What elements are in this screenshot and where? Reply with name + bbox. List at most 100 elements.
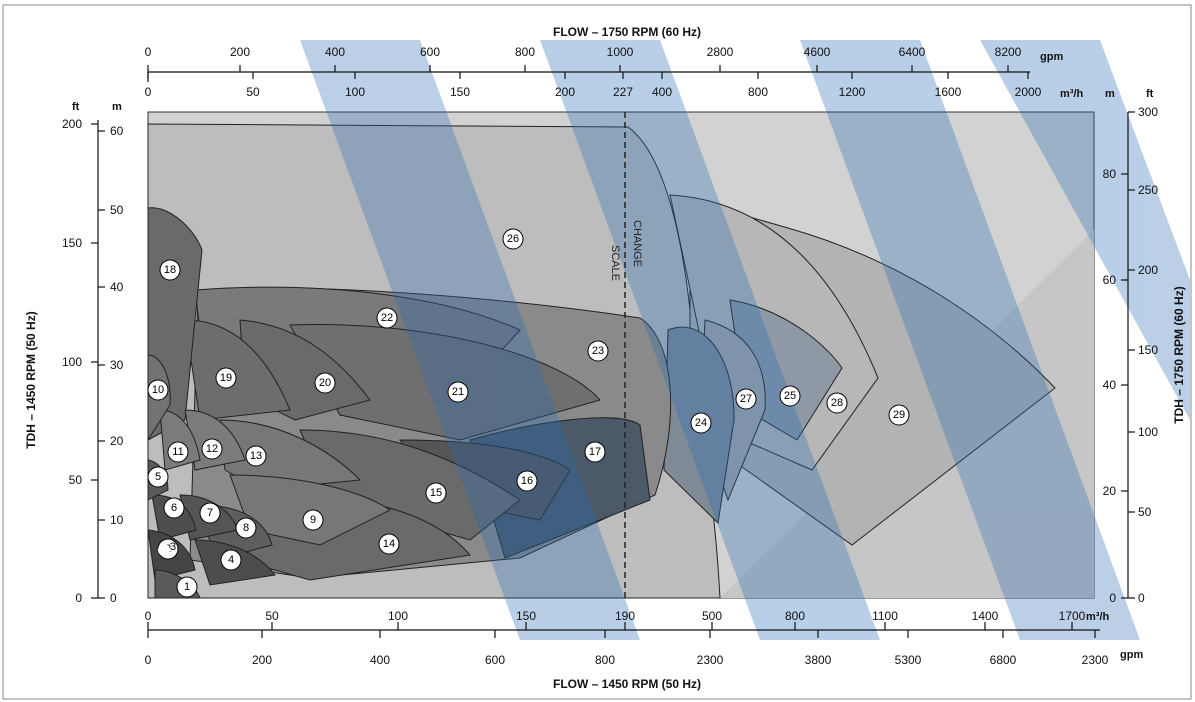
- top-gpm-ticks: 0 200 400 600 800 1000 2800 4600 6400 8200: [145, 45, 1022, 72]
- left-ft-label-1: 50: [69, 473, 83, 487]
- region-label-10: 10: [147, 379, 169, 401]
- watermark-stroke-4: [980, 40, 1190, 420]
- top-gpm-label-2: 400: [325, 45, 345, 59]
- region-label-26: 26: [502, 228, 524, 250]
- region-label-7: 7: [199, 502, 221, 524]
- top-m3h-label-0: 0: [145, 85, 152, 99]
- top-gpm-label-3: 600: [420, 45, 440, 59]
- region-label-9: 9: [302, 509, 324, 531]
- top-gpm-label-8: 6400: [899, 45, 926, 59]
- scale-label: SCALE: [609, 245, 621, 281]
- top-m3h-label-9: 1600: [935, 85, 962, 99]
- top-m3h-label-10: 2000: [1015, 85, 1042, 99]
- svg-text:20: 20: [319, 377, 331, 389]
- region-label-25: 25: [779, 385, 801, 407]
- top-gpm-label-9: 8200: [995, 45, 1022, 59]
- left-m-label-1: 10: [110, 513, 124, 527]
- top-m3h-unit: m³/h: [1060, 88, 1084, 100]
- region-21: [289, 324, 601, 441]
- region-label-17: 17: [584, 441, 606, 463]
- bottom-m3h-label-0: 0: [145, 609, 152, 623]
- svg-text:24: 24: [695, 417, 707, 429]
- svg-text:9: 9: [310, 514, 316, 526]
- right-ft-label-0: 0: [1138, 591, 1145, 605]
- region-label-18: 18: [159, 259, 181, 281]
- top-m3h-label-4: 200: [555, 85, 575, 99]
- region-label-6: 6: [163, 497, 185, 519]
- svg-text:6: 6: [171, 502, 177, 514]
- top-gpm-label-6: 2800: [707, 45, 734, 59]
- top-gpm-unit: gpm: [1040, 51, 1063, 63]
- region-label-3: 3: [158, 541, 176, 556]
- top-gpm-label-0: 0: [145, 45, 152, 59]
- bottom-gpm-label-4: 800: [595, 653, 615, 667]
- svg-text:16: 16: [521, 475, 533, 487]
- region-label-13: 13: [245, 445, 267, 467]
- svg-text:13: 13: [250, 450, 262, 462]
- region-label-5: 5: [147, 466, 169, 488]
- bottom-gpm-label-5: 2300: [697, 653, 724, 667]
- left-m-ticks: 0 10 20 30 40 50 60: [98, 124, 124, 605]
- region-label-20: 20: [314, 372, 336, 394]
- change-label: CHANGE: [631, 220, 643, 267]
- svg-text:14: 14: [383, 538, 395, 550]
- right-m-label-3: 60: [1103, 273, 1117, 287]
- top-m3h-label-3: 150: [450, 85, 470, 99]
- region-label-28: 28: [826, 392, 848, 414]
- region-label-1: 1: [176, 576, 198, 598]
- left-ft-label-0: 0: [75, 591, 82, 605]
- svg-text:17: 17: [589, 446, 601, 458]
- svg-text:26: 26: [507, 233, 519, 245]
- bottom-m3h-ticks: 0 50 100 150 190 500 800 1100 1400 1700: [145, 609, 1086, 630]
- region-labels: 1 2 4 5 6 7 8 9 10 11 12 13 14 15 16 17 …: [147, 228, 910, 598]
- left-m-label-3: 30: [110, 358, 124, 372]
- bottom-gpm-label-6: 3800: [805, 653, 832, 667]
- svg-text:23: 23: [592, 345, 604, 357]
- bottom-m3h-label-7: 1100: [872, 609, 898, 623]
- bottom-gpm-label-0: 0: [145, 653, 152, 667]
- left-m-label-6: 60: [110, 124, 124, 138]
- svg-text:8: 8: [243, 522, 249, 534]
- top-m3h-label-2: 100: [345, 85, 365, 99]
- svg-text:29: 29: [893, 409, 905, 421]
- region-label-14: 14: [378, 533, 400, 555]
- right-ft-label-6: 300: [1138, 105, 1158, 119]
- bottom-m3h-label-4: 190: [615, 609, 635, 623]
- right-ft-ticks: 0 50 100 150 200 250 300: [1128, 105, 1158, 605]
- top-m3h-label-1: 50: [246, 85, 260, 99]
- region-label-16: 16: [516, 470, 538, 492]
- region-label-8: 8: [235, 517, 257, 539]
- svg-text:27: 27: [740, 393, 752, 405]
- top-gpm-label-1: 200: [230, 45, 250, 59]
- region-label-27: 27: [735, 388, 757, 410]
- left-axis-title: TDH – 1450 RPM (50 Hz): [24, 311, 38, 448]
- top-m3h-ticks: 0 50 100 150 200 227 400 800 1200 1600 2000: [145, 72, 1042, 99]
- right-m-ticks: 0 20 40 60 80: [1103, 167, 1128, 605]
- right-ft-label-1: 50: [1138, 505, 1152, 519]
- watermark: [300, 40, 1190, 640]
- region-label-23: 23: [587, 340, 609, 362]
- right-m-label-4: 80: [1103, 167, 1117, 181]
- right-axis-title: TDH – 1750 RPM (60 Hz): [1172, 286, 1186, 423]
- left-m-unit: m: [112, 101, 122, 113]
- left-ft-label-3: 150: [62, 236, 82, 250]
- region-15: [299, 429, 521, 541]
- region-label-15: 15: [425, 482, 447, 504]
- svg-text:21: 21: [452, 386, 464, 398]
- top-m3h-label-5: 227: [613, 85, 633, 99]
- svg-text:19: 19: [220, 372, 232, 384]
- bottom-m3h-label-1: 50: [265, 609, 279, 623]
- top-ft-unit: ft: [1146, 88, 1154, 100]
- svg-text:22: 22: [381, 312, 393, 324]
- left-ft-unit: ft: [72, 101, 80, 113]
- top-gpm-label-7: 4600: [804, 45, 831, 59]
- svg-text:15: 15: [430, 487, 442, 499]
- bottom-m3h-label-5: 500: [702, 609, 722, 623]
- region-label-21: 21: [447, 381, 469, 403]
- region-label-22: 22: [376, 307, 398, 329]
- right-m-label-2: 40: [1103, 378, 1117, 392]
- region-label-4: 4: [220, 549, 242, 571]
- left-m-label-4: 40: [110, 280, 124, 294]
- bottom-gpm-label-7: 5300: [895, 653, 922, 667]
